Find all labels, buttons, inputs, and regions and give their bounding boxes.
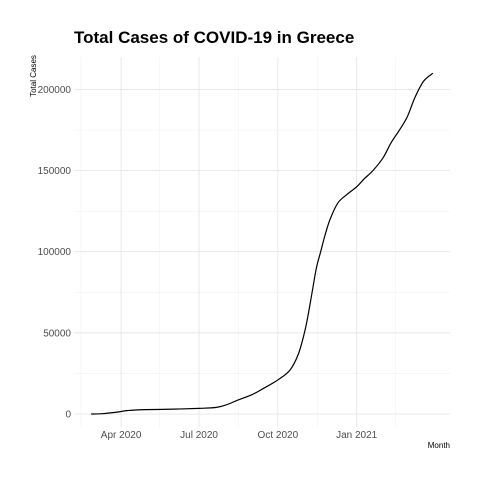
y-tick-label: 200000: [38, 85, 72, 96]
x-tick-label: Jul 2020: [180, 430, 218, 441]
chart-title: Total Cases of COVID-19 in Greece: [74, 28, 354, 47]
x-tick-label: Jan 2021: [336, 430, 378, 441]
series-layer: [91, 72, 434, 415]
tick-labels: Apr 2020 Jul 2020 Oct 2020 Jan 2021 0 50000 10…: [38, 85, 378, 441]
y-axis-label: Total Cases: [29, 55, 38, 97]
x-tick-label: Apr 2020: [101, 430, 142, 441]
x-axis-label: Month: [428, 441, 450, 450]
y-tick-label: 150000: [38, 166, 72, 177]
series-line: [91, 72, 434, 415]
y-tick-label: 0: [65, 410, 71, 421]
y-tick-label: 50000: [43, 328, 71, 339]
grid: [74, 57, 450, 427]
x-tick-label: Oct 2020: [258, 430, 299, 441]
y-tick-label: 100000: [38, 247, 72, 258]
